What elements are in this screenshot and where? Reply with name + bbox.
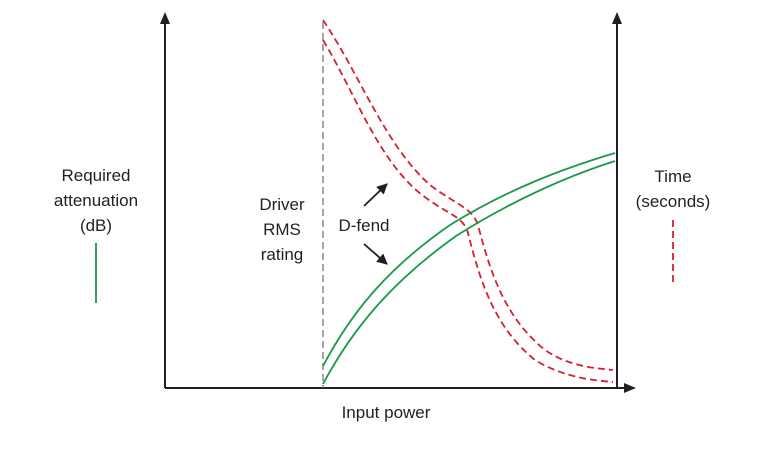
driver-rating-label-line2: RMS xyxy=(263,220,301,239)
driver-rating-label-line3: rating xyxy=(261,245,304,264)
arrow-down-right-icon xyxy=(363,243,388,265)
d-fend-label: D-fend xyxy=(338,216,389,235)
driver-rating-label-line1: Driver xyxy=(259,195,305,214)
left-axis-label-line2: attenuation xyxy=(54,191,138,210)
attenuation-curve-lower xyxy=(322,160,616,385)
arrow-up-right-icon xyxy=(363,183,388,207)
left-axis-label-line1: Required xyxy=(62,166,131,185)
time-curve-lower xyxy=(322,39,614,383)
left-axis-label-line3: (dB) xyxy=(80,216,112,235)
right-axis-label-line1: Time xyxy=(654,167,691,186)
x-axis-arrowhead xyxy=(624,383,636,393)
left-y-axis-arrowhead xyxy=(160,12,170,24)
right-axis-label-line2: (seconds) xyxy=(636,192,711,211)
attenuation-curve-upper xyxy=(322,152,616,367)
x-axis-label: Input power xyxy=(342,403,431,422)
right-y-axis-arrowhead xyxy=(612,12,622,24)
